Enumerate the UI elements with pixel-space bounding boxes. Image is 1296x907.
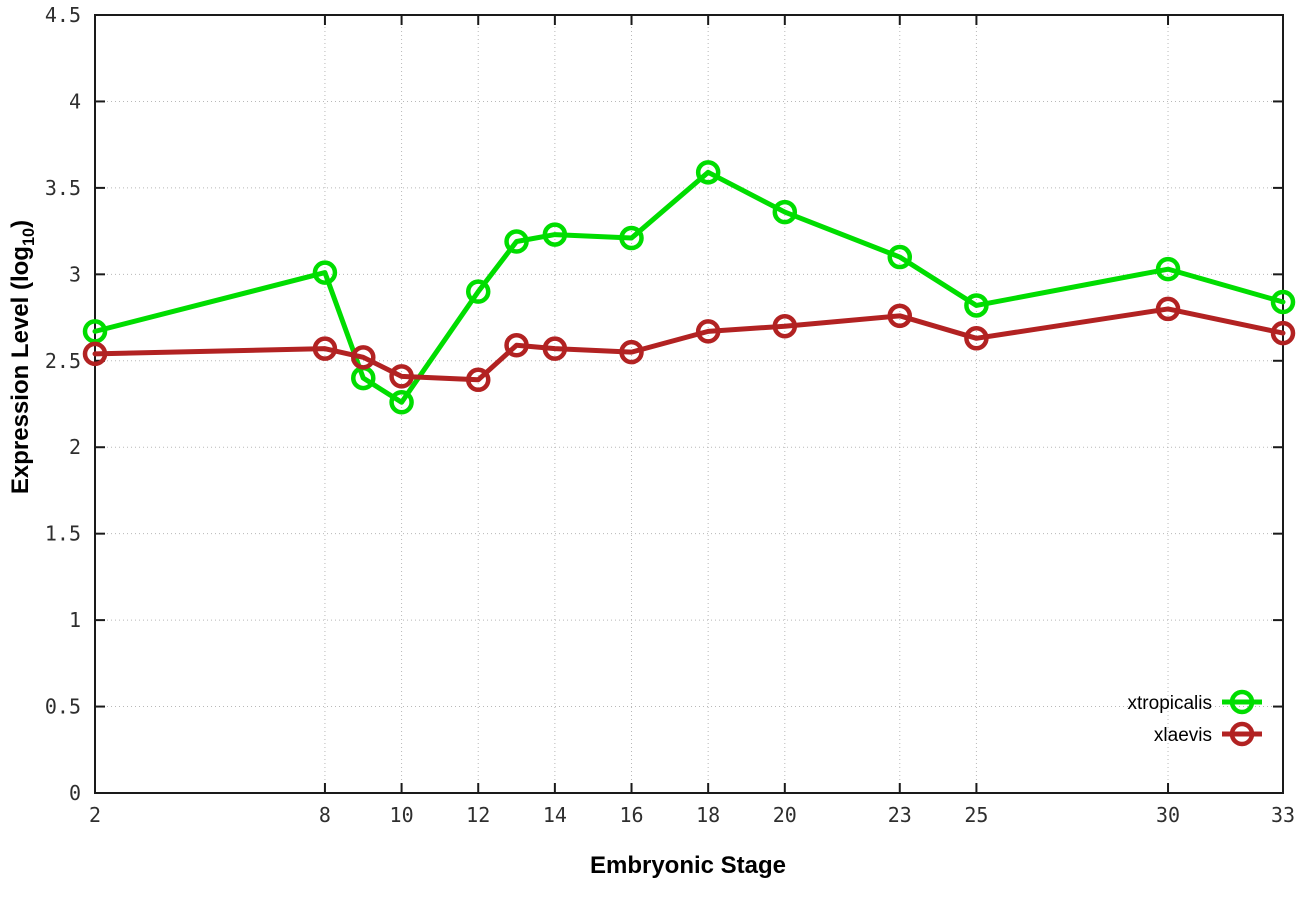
x-tick-label: 23: [888, 803, 912, 827]
series-line-xtropicalis: [92, 169, 1286, 405]
data-point-xlaevis-stage-9: [351, 345, 376, 370]
data-point-xtropicalis-stage-23: [887, 244, 913, 270]
x-tick-label: 18: [696, 803, 720, 827]
y-axis-title: Expression Level (log10): [7, 220, 39, 494]
data-point-xlaevis-stage-16: [619, 339, 644, 365]
y-tick-label: 3: [69, 262, 81, 286]
data-point-xlaevis-stage-18: [695, 319, 721, 344]
x-tick-label: 30: [1156, 803, 1180, 827]
x-tick-label: 8: [319, 803, 331, 827]
data-point-xtropicalis-stage-16: [619, 225, 644, 251]
y-tick-label: 2.5: [45, 349, 81, 373]
data-point-xtropicalis-stage-12: [465, 279, 491, 304]
legend-label-xlaevis: xlaevis: [1154, 725, 1212, 746]
x-tick-label: 2: [89, 803, 101, 827]
y-tick-label: 1: [69, 608, 81, 632]
x-tick-label: 10: [390, 803, 414, 827]
data-point-xtropicalis-stage-25: [964, 293, 989, 318]
data-point-xtropicalis-stage-33: [1270, 289, 1296, 315]
data-point-xtropicalis-stage-2: [82, 319, 108, 344]
legend-marker-xlaevis: [1229, 721, 1255, 747]
data-point-xlaevis-stage-33: [1270, 320, 1296, 346]
data-point-xlaevis-stage-8: [312, 336, 338, 361]
data-point-xlaevis-stage-10: [389, 364, 414, 389]
x-tick-label: 25: [964, 803, 988, 827]
y-tick-label: 4.5: [45, 3, 81, 27]
data-point-xtropicalis-stage-30: [1155, 256, 1181, 282]
plot-border: [94, 14, 1284, 794]
legend-label-xtropicalis: xtropicalis: [1128, 693, 1212, 714]
y-tick-label: 0.5: [45, 695, 81, 719]
data-point-xtropicalis-stage-13: [504, 229, 529, 254]
y-axis-title-subscript: 10: [19, 227, 38, 247]
legend-marker-xtropicalis: [1229, 689, 1255, 715]
y-tick-label: 2: [69, 435, 81, 459]
x-tick-label: 14: [543, 803, 567, 827]
data-point-xlaevis-stage-23: [887, 303, 913, 329]
data-point-xlaevis-stage-30: [1155, 296, 1181, 322]
x-tick-label: 33: [1271, 803, 1295, 827]
y-axis-title-text: Expression Level (log: [7, 246, 35, 495]
data-point-xtropicalis-stage-14: [542, 222, 568, 247]
data-point-xlaevis-stage-13: [504, 332, 529, 358]
y-tick-label: 4: [69, 89, 81, 113]
y-tick-label: 0: [69, 781, 81, 805]
data-point-xtropicalis-stage-20: [772, 199, 798, 225]
y-tick-label: 1.5: [45, 522, 81, 546]
series-line-xlaevis: [92, 306, 1286, 383]
data-point-xlaevis-stage-20: [772, 313, 798, 339]
x-tick-label: 16: [619, 803, 643, 827]
data-point-xtropicalis-stage-8: [312, 260, 338, 285]
x-tick-label: 12: [466, 803, 490, 827]
data-point-xlaevis-stage-25: [964, 326, 989, 351]
y-axis-title-suffix: ): [7, 219, 35, 228]
data-point-xlaevis-stage-2: [82, 341, 108, 367]
data-point-xtropicalis-stage-18: [695, 160, 721, 185]
x-tick-label: 20: [773, 803, 797, 827]
x-axis-title: Embryonic Stage: [589, 852, 787, 879]
data-point-xtropicalis-stage-10: [389, 390, 414, 415]
data-point-xlaevis-stage-14: [542, 336, 568, 361]
y-tick-label: 3.5: [45, 176, 81, 200]
data-point-xlaevis-stage-12: [465, 367, 491, 393]
